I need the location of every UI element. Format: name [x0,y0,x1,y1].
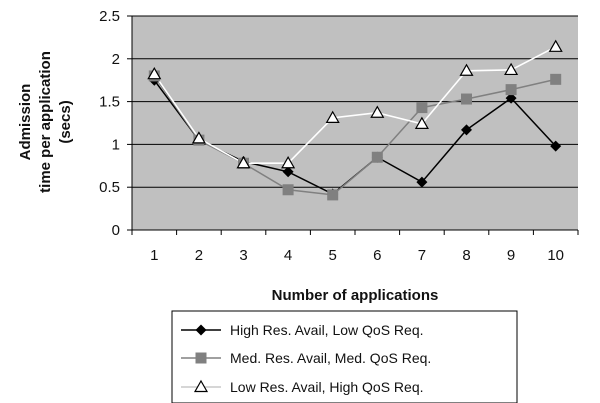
series-2-point-6 [371,151,383,163]
legend-marker-2 [195,352,207,364]
x-axis-title: Number of applications [272,287,439,304]
legend-label-1: High Res. Avail, Low QoS Req. [230,322,424,338]
series-line-3 [153,46,557,165]
series-1-point-9 [505,92,517,104]
series-markers-3 [147,39,563,169]
series-1-point-7 [416,176,428,188]
x-tick-label-3: 4 [284,247,292,264]
series-group [147,39,563,201]
series-3-point-2 [191,131,206,144]
series-3-point-7 [414,116,429,129]
legend-marker-1 [195,324,207,336]
x-tick-label-8: 9 [507,247,515,264]
series-1-point-8 [461,124,472,136]
x-tick-label-2: 3 [239,247,247,264]
series-2-point-4 [282,184,294,196]
series-2-point-7 [416,102,428,114]
legend-label-3: Low Res. Avail, High QoS Req. [230,379,424,395]
x-tick-label-1: 2 [195,247,203,264]
legend-label-2: Med. Res. Avail, Med. QoS Req. [230,350,431,366]
y-axis-title-line-3: (secs) [57,100,74,143]
series-2-point-9 [505,84,517,96]
series-2-point-8 [461,93,472,105]
series-1-point-10 [550,140,562,152]
plot-area [132,16,578,230]
legend: High Res. Avail, Low QoS Req. Med. Res. A… [171,310,518,403]
y-axis-ticks: 0 0.5 1 1.5 2 2.5 [99,8,132,239]
series-2-point-10 [550,73,562,85]
y-tick-label-4: 2 [112,51,120,68]
y-axis-title: Admission time per application (secs) [17,51,74,193]
series-3-point-10 [548,39,563,52]
y-tick-label-5: 2.5 [99,8,120,25]
series-2-point-5 [327,189,339,201]
series-3-point-3 [236,156,251,169]
series-3-point-8 [459,63,474,76]
y-tick-label-1: 0.5 [99,179,120,196]
x-tick-label-5: 6 [373,247,381,264]
series-3-point-1 [147,66,162,80]
x-axis-ticks: 1 2 3 4 5 6 7 8 9 10 [131,230,579,264]
x-tick-label-4: 5 [329,247,337,264]
series-3-point-9 [504,62,519,76]
series-1-point-4 [282,166,294,178]
series-3-point-6 [370,105,385,118]
y-axis-title-line-2: time per application [37,51,54,193]
x-tick-label-0: 1 [150,247,158,264]
y-axis-title-line-1: Admission [17,84,34,161]
series-3-point-5 [325,110,340,123]
legend-items: High Res. Avail, Low QoS Req. Med. Res. A… [181,322,431,395]
x-tick-label-6: 7 [418,247,426,264]
y-tick-label-2: 1 [112,136,120,153]
legend-marker-3 [193,379,209,393]
y-tick-label-0: 0 [112,222,120,239]
series-3-point-4 [281,156,296,169]
legend-box [171,310,518,403]
x-tick-label-9: 10 [547,247,564,264]
y-tick-label-3: 1.5 [99,94,120,111]
x-tick-label-7: 8 [462,247,470,264]
